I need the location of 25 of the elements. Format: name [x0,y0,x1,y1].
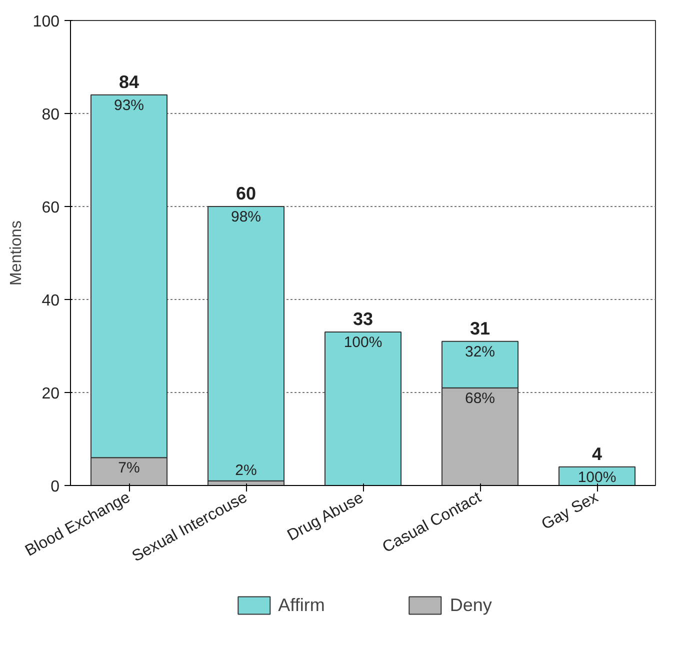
bar [207,206,285,482]
annotation: 100% [578,468,616,486]
x-tick-label: Gay Sex [539,489,602,534]
annotation: 100% [344,334,382,352]
annotation: 32% [464,343,496,360]
y-tick-label: 40 [42,292,60,310]
total-label: 33 [352,309,374,330]
bar [324,332,402,486]
annotation: 7% [118,460,140,477]
total-label: 84 [118,72,140,92]
y-tick-label: 60 [42,200,60,216]
legend-label: Deny [450,594,492,616]
annotation: 93% [114,96,144,114]
y-axis-title: Mentions [8,220,25,286]
annotation: 68% [464,390,496,407]
total-label: 4 [592,444,602,464]
legend-label: Affirm [278,594,325,616]
y-tick-label: 0 [50,478,60,496]
total-label: 60 [236,184,256,204]
y-tick-label: 20 [42,386,60,402]
annotation: 98% [230,208,262,226]
annotation: 2% [235,462,257,479]
y-tick-label: 80 [42,106,60,124]
total-label: 31 [470,318,490,338]
y-tick-label: 100 [32,14,60,30]
